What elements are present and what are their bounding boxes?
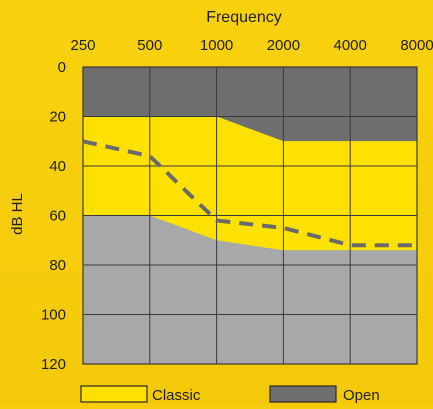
classic-area [83,116,417,251]
lower-region-area [83,215,417,364]
y-tick-label: 0 [58,59,66,76]
x-tick-label: 4000 [334,37,367,54]
legend-swatch-classic [80,385,148,403]
x-tick-label: 2000 [267,37,300,54]
y-tick-label: 20 [49,109,66,126]
grid-layer [82,66,418,365]
dashed-threshold-line [82,139,417,248]
y-tick-label: 60 [49,208,66,225]
legend-swatch-open [269,385,337,403]
y-tick-label: 40 [49,158,66,175]
x-tick-label: 1000 [200,37,233,54]
plot-border [82,66,418,365]
line-layer [82,139,417,248]
legend-layer: Classic Open [80,385,380,404]
x-axis-title: Frequency [206,9,282,26]
x-tick-label: 8000 [400,37,433,54]
open-area [83,67,417,142]
y-tick-label: 120 [41,356,66,373]
x-tick-label: 500 [137,37,162,54]
y-tick-label: 100 [41,307,66,324]
x-tick-label: 250 [70,37,95,54]
legend-label-open: Open [343,387,380,404]
area-layer [83,67,417,364]
y-tick-label: 80 [49,257,66,274]
legend-label-classic: Classic [152,387,201,404]
y-axis-title: dB HL [9,193,26,235]
tick-layer: 250 500 1000 2000 4000 8000 0 20 40 60 80 100 120 [41,37,433,373]
